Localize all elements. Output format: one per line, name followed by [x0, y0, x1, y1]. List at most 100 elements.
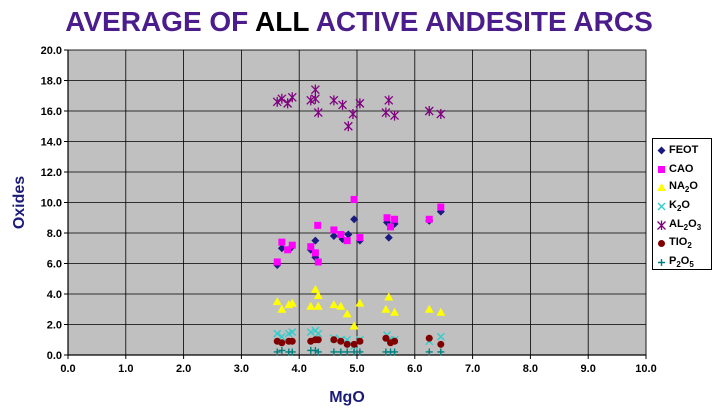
legend-marker-shape: [657, 202, 666, 211]
chart-title-part: AVERAGE OF: [65, 6, 256, 37]
data-point-na2o: [424, 304, 434, 313]
legend-item-al2o3: AL2O3: [656, 215, 711, 234]
data-point-p2o5: [425, 348, 433, 356]
chart-title-part: ACTIVE ANDESITE ARCS: [308, 6, 653, 37]
data-point-cao: [278, 238, 286, 246]
legend-item-cao: CAO: [656, 160, 711, 179]
data-point-tio2: [314, 336, 322, 344]
data-point-al2o3: [277, 93, 287, 104]
series-tio2: [273, 334, 445, 348]
x-tick-label: 7.0: [465, 363, 480, 375]
data-point-na2o: [355, 298, 365, 307]
legend-marker-feot: [657, 146, 666, 155]
y-tick-label: 8.0: [47, 228, 62, 240]
data-point-p2o5: [437, 348, 445, 356]
y-tick-label: 12.0: [41, 167, 62, 179]
data-point-na2o: [390, 307, 400, 316]
legend-item-na2o: NA2O: [656, 178, 711, 197]
legend-label: CAO: [669, 162, 694, 175]
data-point-al2o3: [381, 107, 391, 118]
data-point-feot: [311, 236, 320, 245]
x-tick-label: 4.0: [292, 363, 307, 375]
x-tick-label: 3.0: [234, 363, 249, 375]
data-point-cao: [284, 246, 292, 254]
data-point-na2o: [310, 284, 320, 293]
legend-marker-cao: [658, 165, 665, 173]
data-point-k2o: [273, 329, 282, 338]
data-point-al2o3: [283, 98, 293, 109]
data-point-cao: [314, 258, 322, 266]
data-point-na2o: [349, 321, 359, 330]
data-point-tio2: [391, 337, 399, 345]
data-point-na2o: [329, 300, 339, 309]
y-tick-label: 10.0: [41, 198, 62, 210]
x-axis-title: MgO: [329, 389, 365, 406]
data-point-al2o3: [343, 121, 353, 132]
y-tick-label: 14.0: [41, 137, 62, 149]
data-point-feot: [329, 232, 338, 241]
series-al2o3: [272, 84, 446, 132]
legend-marker-al2o3: [657, 220, 666, 230]
data-point-al2o3: [424, 106, 434, 116]
y-axis-title: Oxides: [11, 176, 28, 229]
data-point-p2o5: [278, 346, 286, 354]
data-point-na2o: [277, 304, 287, 313]
data-point-p2o5: [314, 348, 322, 356]
data-point-al2o3: [313, 107, 323, 118]
legend-label: P2O5: [669, 254, 694, 269]
y-tick-label: 20.0: [41, 45, 62, 57]
data-point-na2o: [306, 301, 316, 310]
data-point-feot: [277, 244, 286, 253]
data-point-k2o: [306, 328, 315, 337]
data-point-cao: [307, 243, 315, 251]
legend-label: NA2O: [669, 180, 698, 195]
data-point-tio2: [350, 340, 358, 348]
legend-marker-shape: [658, 240, 665, 248]
data-point-na2o: [272, 297, 282, 306]
data-point-k2o: [288, 328, 297, 337]
legend-label: AL2O3: [669, 217, 702, 232]
x-tick-label: 2.0: [176, 363, 191, 375]
legend-marker-shape: [657, 183, 666, 192]
data-point-tio2: [330, 336, 338, 344]
data-point-na2o: [313, 301, 323, 310]
data-point-cao: [273, 258, 281, 266]
data-point-al2o3: [384, 95, 394, 106]
y-tick-label: 4.0: [47, 289, 62, 301]
data-point-na2o: [384, 292, 394, 301]
data-point-na2o: [381, 304, 391, 313]
data-point-cao: [330, 226, 338, 234]
x-tick-label: 5.0: [349, 363, 364, 375]
series-cao: [273, 195, 445, 266]
data-point-na2o: [436, 307, 446, 316]
legend-item-k2o: K2O: [656, 197, 711, 216]
x-tick-label: 9.0: [581, 363, 596, 375]
legend-item-p2o5: P2O5: [656, 253, 711, 272]
data-point-cao: [391, 215, 399, 223]
data-point-tio2: [425, 334, 433, 342]
data-point-tio2: [278, 339, 286, 347]
legend-label: FEOT: [669, 144, 699, 157]
data-point-cao: [311, 249, 319, 257]
data-point-cao: [343, 237, 351, 245]
data-point-al2o3: [329, 95, 339, 106]
data-point-al2o3: [287, 92, 297, 103]
data-point-tio2: [437, 340, 445, 348]
data-point-na2o: [342, 309, 352, 318]
data-point-cao: [425, 215, 433, 223]
data-point-al2o3: [310, 84, 320, 95]
y-tick-label: 6.0: [47, 259, 62, 271]
data-point-tio2: [288, 337, 296, 345]
data-point-p2o5: [330, 348, 338, 356]
data-point-al2o3: [390, 110, 400, 121]
data-point-al2o3: [355, 98, 365, 109]
x-tick-label: 10.0: [635, 363, 656, 375]
data-point-cao: [437, 203, 445, 211]
data-point-feot: [344, 230, 353, 239]
data-point-na2o: [336, 301, 346, 310]
legend-item-feot: FEOT: [656, 141, 711, 160]
data-point-feot: [384, 233, 393, 242]
legend-item-tio2: TIO2: [656, 234, 711, 253]
data-point-p2o5: [288, 348, 296, 356]
